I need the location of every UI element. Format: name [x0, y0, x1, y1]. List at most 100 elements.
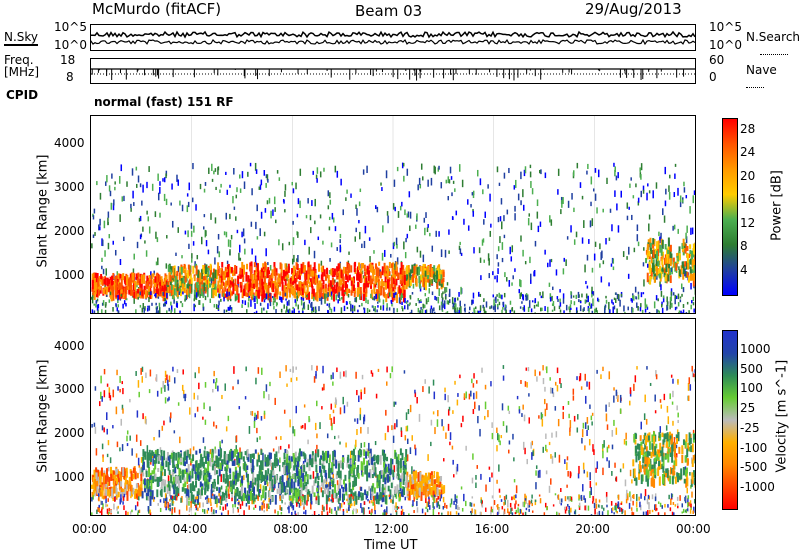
echo-cell	[281, 481, 284, 489]
echo-cell	[368, 237, 371, 241]
echo-cell	[246, 263, 249, 270]
echo-cell	[637, 201, 640, 206]
echo-cell	[671, 266, 673, 275]
echo-cell	[392, 203, 395, 210]
echo-cell	[371, 278, 374, 285]
echo-cell	[596, 310, 598, 314]
echo-cell	[320, 469, 323, 477]
echo-cell	[520, 280, 522, 288]
echo-cell	[636, 494, 638, 502]
echo-cell	[146, 181, 148, 189]
echo-cell	[155, 273, 158, 282]
echo-cell	[581, 293, 583, 298]
echo-cell	[235, 435, 238, 443]
echo-cell	[588, 302, 591, 306]
echo-cell	[315, 370, 317, 377]
echo-cell	[151, 302, 153, 306]
echo-cell	[631, 306, 633, 313]
echo-cell	[665, 263, 668, 273]
echo-cell	[682, 264, 685, 275]
echo-cell	[346, 189, 348, 194]
echo-cell	[627, 273, 630, 279]
echo-cell	[363, 387, 366, 394]
echo-cell	[129, 511, 132, 515]
echo-cell	[342, 281, 345, 288]
echo-cell	[560, 383, 562, 389]
station-title: McMurdo (fitACF)	[92, 0, 222, 18]
echo-cell	[280, 308, 283, 313]
echo-cell	[452, 410, 454, 414]
echo-cell	[138, 464, 141, 468]
echo-cell	[115, 469, 118, 475]
noise-tick-top-left: 10^5	[54, 20, 87, 34]
echo-cell	[685, 264, 688, 270]
echo-cell	[369, 275, 372, 284]
echo-cell	[513, 310, 516, 315]
echo-cell	[319, 280, 322, 288]
echo-cell	[335, 272, 338, 277]
echo-cell	[176, 463, 179, 470]
echo-cell	[114, 186, 116, 191]
echo-cell	[151, 470, 154, 475]
echo-cell	[342, 266, 345, 274]
echo-cell	[119, 258, 122, 266]
echo-cell	[606, 457, 608, 462]
echo-cell	[286, 269, 289, 275]
echo-cell	[433, 471, 436, 479]
echo-cell	[405, 426, 408, 432]
echo-cell	[500, 435, 503, 439]
echo-cell	[410, 309, 413, 316]
echo-cell	[381, 470, 384, 475]
echo-cell	[385, 267, 388, 277]
echo-cell	[269, 381, 271, 387]
echo-cell	[317, 475, 320, 481]
echo-cell	[145, 250, 148, 257]
echo-cell	[179, 200, 181, 206]
echo-cell	[160, 276, 163, 281]
echo-cell	[357, 309, 359, 313]
echo-cell	[345, 274, 348, 280]
echo-cell	[501, 257, 504, 263]
echo-cell	[608, 444, 610, 449]
echo-cell	[578, 465, 580, 474]
echo-cell	[262, 270, 265, 278]
echo-cell	[406, 168, 409, 176]
echo-cell	[291, 310, 294, 314]
echo-cell	[93, 469, 96, 479]
echo-cell	[569, 420, 572, 428]
echo-cell	[497, 246, 500, 252]
echo-cell	[195, 292, 198, 298]
echo-cell	[411, 435, 413, 441]
echo-cell	[159, 276, 162, 287]
echo-cell	[385, 265, 388, 271]
echo-cell	[316, 284, 319, 293]
echo-cell	[652, 243, 655, 249]
echo-cell	[345, 288, 348, 294]
echo-cell	[302, 482, 305, 491]
echo-cell	[584, 395, 587, 404]
echo-cell	[221, 280, 224, 289]
echo-cell	[267, 458, 270, 465]
echo-cell	[669, 258, 672, 266]
echo-cell	[224, 270, 227, 276]
echo-cell	[515, 179, 517, 188]
echo-cell	[661, 251, 664, 257]
echo-cell	[355, 495, 358, 505]
echo-cell	[465, 445, 467, 451]
echo-cell	[350, 290, 353, 296]
echo-cell	[472, 210, 475, 217]
echo-cell	[432, 508, 435, 517]
echo-cell	[148, 305, 151, 311]
echo-cell	[691, 300, 693, 304]
echo-cell	[494, 275, 496, 280]
echo-cell	[155, 291, 158, 298]
echo-cell	[241, 300, 244, 304]
echo-cell	[551, 455, 554, 464]
echo-cell	[530, 442, 532, 449]
echo-cell	[633, 383, 635, 391]
echo-cell	[276, 292, 279, 300]
echo-cell	[279, 296, 281, 301]
echo-cell	[566, 462, 568, 470]
echo-cell	[437, 267, 440, 276]
echo-cell	[359, 407, 362, 415]
